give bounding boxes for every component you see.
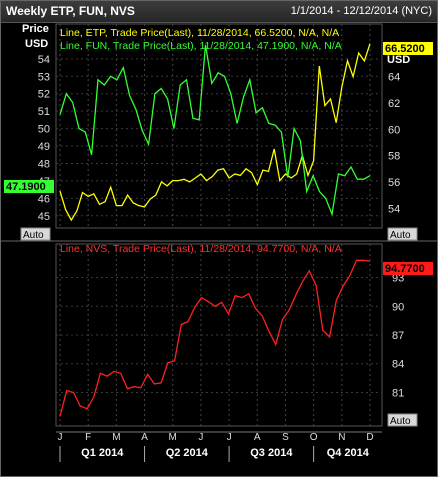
month-tick-label: A bbox=[254, 432, 261, 443]
quarter-label: Q4 2014 bbox=[327, 447, 370, 459]
top-right-tick-label: 60 bbox=[388, 124, 400, 136]
bottom-right-tick-label: 81 bbox=[392, 387, 404, 399]
top-right-tick-label: 56 bbox=[388, 177, 400, 189]
etp-last-price-tag bbox=[383, 42, 433, 55]
top-left-auto-label: Auto bbox=[23, 230, 44, 241]
date-range: 1/1/2014 - 12/12/2014 (NYC) bbox=[290, 5, 432, 17]
top-right-tick-label: 64 bbox=[388, 72, 400, 84]
top-left-tick-label: 52 bbox=[38, 89, 50, 101]
top-left-tick-label: 48 bbox=[38, 158, 50, 170]
top-right-auto-label: Auto bbox=[390, 230, 411, 241]
fun-series-line bbox=[59, 44, 371, 217]
bottom-right-tick-label: 87 bbox=[392, 330, 404, 342]
top-left-axis-label-usd: USD bbox=[25, 38, 48, 50]
month-tick-label: J bbox=[58, 432, 63, 443]
top-right-tick-label: 54 bbox=[388, 203, 400, 215]
bottom-plot-frame bbox=[55, 243, 383, 427]
quarter-label: Q3 2014 bbox=[250, 447, 293, 459]
month-tick-label: M bbox=[112, 432, 120, 443]
month-tick-label: N bbox=[338, 432, 345, 443]
month-tick-label: A bbox=[141, 432, 148, 443]
nvs-last-price-tag bbox=[383, 262, 433, 275]
nvs-last-price-text: 94.7700 bbox=[385, 263, 425, 275]
top-left-tick-label: 51 bbox=[38, 106, 50, 118]
bottom-right-tick-label: 93 bbox=[392, 273, 404, 285]
bottom-right-tick-label: 90 bbox=[392, 301, 404, 313]
fun-last-price-tag bbox=[4, 180, 54, 193]
top-right-auto-button[interactable] bbox=[387, 227, 418, 241]
bottom-right-auto-label: Auto bbox=[390, 416, 411, 427]
top-left-axis-label-price: Price bbox=[22, 23, 49, 35]
top-left-tick-label: 46 bbox=[38, 193, 50, 205]
top-left-tick-label: 50 bbox=[38, 124, 50, 136]
month-tick-label: O bbox=[310, 432, 318, 443]
month-tick-label: M bbox=[169, 432, 177, 443]
top-right-axis-label-usd: USD bbox=[387, 54, 410, 66]
top-right-tick-label: 58 bbox=[388, 151, 400, 163]
month-tick-label: D bbox=[366, 432, 373, 443]
top-left-auto-button[interactable] bbox=[20, 227, 51, 241]
month-tick-label: S bbox=[282, 432, 289, 443]
quarter-label: Q1 2014 bbox=[81, 447, 124, 459]
top-left-tick-label: 54 bbox=[38, 54, 50, 66]
etp-last-price-text: 66.5200 bbox=[385, 43, 425, 55]
bottom-right-auto-button[interactable] bbox=[387, 413, 418, 427]
month-tick-label: J bbox=[198, 432, 203, 443]
top-plot-frame bbox=[55, 23, 383, 229]
top-left-tick-label: 49 bbox=[38, 141, 50, 153]
chart-header: Weekly ETP, FUN, NVS 1/1/2014 - 12/12/20… bbox=[0, 0, 438, 23]
etp-series-line bbox=[59, 43, 371, 222]
legend-etp: Line, ETP, Trade Price(Last), 11/28/2014… bbox=[60, 27, 339, 39]
chart-title: Weekly ETP, FUN, NVS bbox=[6, 4, 135, 18]
quarter-label: Q2 2014 bbox=[166, 447, 209, 459]
fun-last-price-text: 47.1900 bbox=[6, 181, 46, 193]
nvs-series-line bbox=[59, 259, 371, 417]
top-right-tick-label: 62 bbox=[388, 98, 400, 110]
month-tick-label: J bbox=[227, 432, 232, 443]
legend-nvs: Line, NVS, Trade Price(Last), 11/28/2014… bbox=[60, 243, 342, 255]
top-left-tick-label: 45 bbox=[38, 211, 50, 223]
legend-fun: Line, FUN, Trade Price(Last), 11/28/2014… bbox=[60, 40, 342, 52]
bottom-right-tick-label: 84 bbox=[392, 359, 404, 371]
month-tick-label: F bbox=[85, 432, 91, 443]
top-left-tick-label: 53 bbox=[38, 71, 50, 83]
